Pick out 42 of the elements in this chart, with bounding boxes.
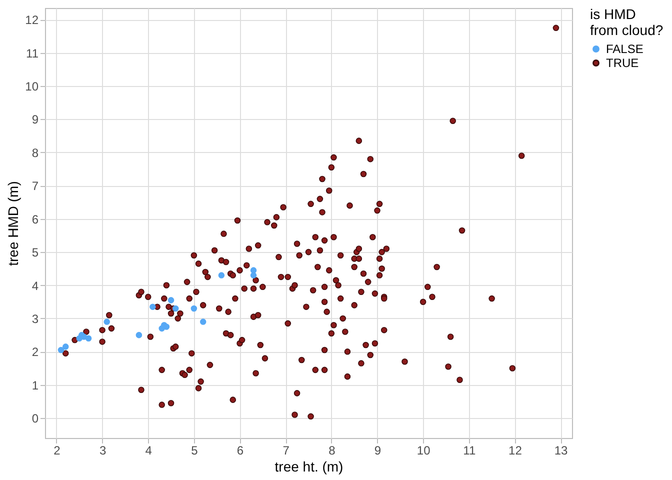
x-tick-label: 6 <box>236 444 244 458</box>
y-tick-label: 3 <box>32 312 39 326</box>
point <box>136 332 142 338</box>
y-tick-label: 6 <box>32 212 39 226</box>
point <box>104 318 110 325</box>
point <box>190 305 198 312</box>
point <box>150 304 156 310</box>
point <box>218 272 225 278</box>
x-tick-label: 3 <box>99 444 106 458</box>
y-axis-title: tree HMD (m) <box>5 181 22 266</box>
legend-title: is HMD from cloud? <box>590 6 664 38</box>
y-tick-label: 0 <box>32 412 39 426</box>
legend-label: TRUE <box>606 56 639 70</box>
point <box>168 297 174 304</box>
y-tick-label: 7 <box>32 179 39 194</box>
y-tick-label: 1 <box>32 378 39 392</box>
x-tick-label: 13 <box>554 444 568 458</box>
y-tick-label: 11 <box>26 46 39 60</box>
y-tick-label: 4 <box>32 278 39 293</box>
point <box>58 346 64 354</box>
point <box>62 344 69 350</box>
y-tick-label: 12 <box>25 13 39 28</box>
point <box>85 335 92 342</box>
y-tick-label: 5 <box>32 246 39 260</box>
point <box>200 318 206 325</box>
x-axis-title: tree ht. (m) <box>274 458 344 474</box>
legend-label: FALSE <box>606 42 644 56</box>
x-tick-label: 9 <box>374 444 382 458</box>
x-tick-label: 11 <box>463 444 476 458</box>
point <box>172 305 179 312</box>
y-tick-label: 9 <box>32 112 39 127</box>
x-tick-label: 8 <box>328 444 336 458</box>
x-tick-label: 4 <box>145 444 152 458</box>
point <box>250 267 257 274</box>
y-tick-label: 2 <box>32 345 39 360</box>
x-tick-label: 5 <box>191 444 198 458</box>
x-tick-label: 12 <box>508 444 522 458</box>
y-tick-label: 8 <box>32 146 39 160</box>
x-tick-label: 2 <box>54 444 61 458</box>
x-tick-label: 7 <box>282 444 290 458</box>
x-tick-label: 10 <box>416 444 431 458</box>
y-tick-label: 10 <box>25 80 39 94</box>
